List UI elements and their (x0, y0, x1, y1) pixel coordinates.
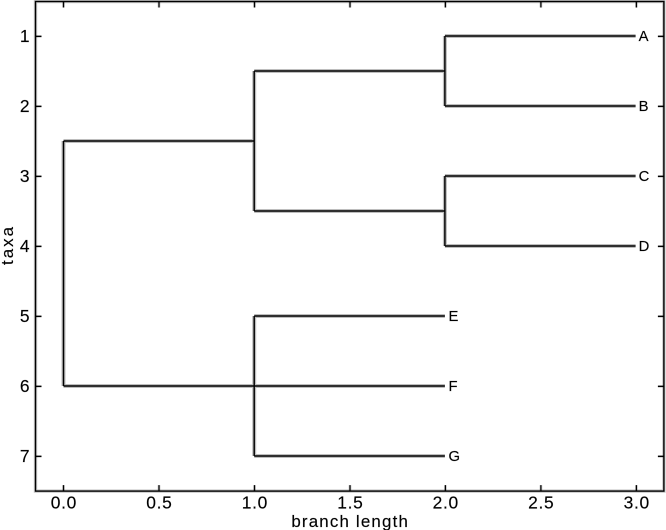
svg-text:G: G (449, 449, 461, 465)
svg-text:E: E (449, 309, 459, 325)
svg-text:2.0: 2.0 (433, 493, 459, 513)
svg-text:3: 3 (20, 166, 30, 186)
svg-text:6: 6 (20, 376, 30, 396)
svg-text:1.0: 1.0 (242, 493, 268, 513)
svg-text:C: C (639, 169, 650, 185)
svg-text:0.0: 0.0 (51, 493, 77, 513)
svg-text:0.5: 0.5 (146, 493, 172, 513)
svg-text:D: D (639, 239, 650, 255)
svg-text:5: 5 (20, 306, 30, 326)
svg-text:2: 2 (20, 96, 30, 116)
svg-text:1: 1 (20, 26, 30, 46)
svg-text:taxa: taxa (0, 226, 17, 265)
svg-text:1.5: 1.5 (337, 493, 363, 513)
svg-text:3.0: 3.0 (624, 493, 650, 513)
svg-text:4: 4 (20, 236, 30, 256)
svg-text:A: A (639, 29, 649, 45)
svg-text:2.5: 2.5 (528, 493, 554, 513)
svg-text:B: B (639, 99, 649, 115)
svg-text:branch length: branch length (291, 512, 408, 530)
svg-text:F: F (449, 379, 458, 395)
svg-text:7: 7 (20, 446, 30, 466)
